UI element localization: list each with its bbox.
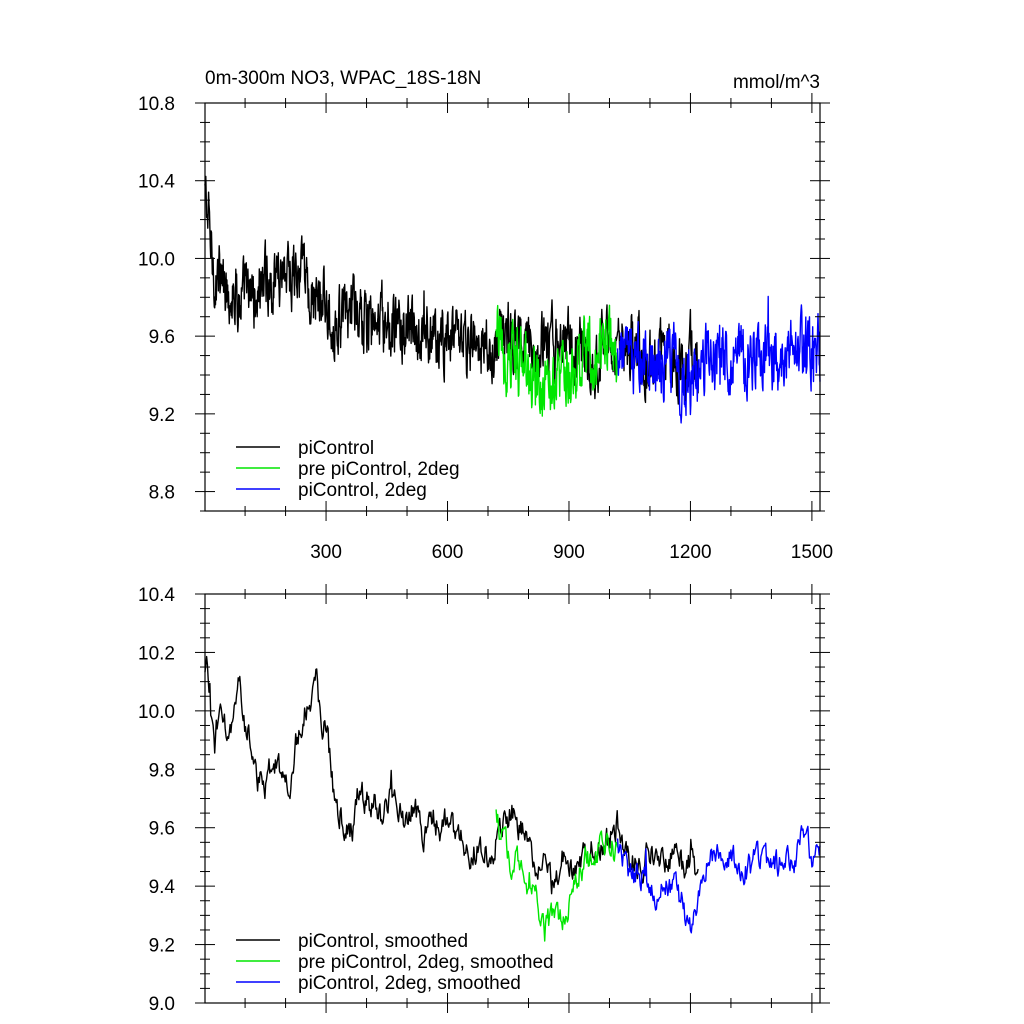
- x-tick-label: 1200: [669, 542, 711, 563]
- y-tick-label: 10.0: [138, 249, 175, 270]
- y-tick-label: 9.8: [149, 760, 175, 781]
- y-tick-label: 10.2: [138, 643, 175, 664]
- y-tick-label: 9.4: [149, 877, 176, 898]
- x-tick-label: 300: [310, 542, 342, 563]
- legend-label: pre piControl, 2deg, smoothed: [298, 952, 554, 973]
- plot-frame: [204, 102, 821, 512]
- series-line-1: [204, 175, 700, 405]
- chart-panel-2: 9.0 9.2 9.4 9.6 9.8 10.0 10.2 10.4 piControl, sm…: [138, 584, 830, 1015]
- y-tick-label: 9.6: [149, 327, 175, 348]
- x-tick-label: 900: [553, 542, 585, 563]
- y-tick-label: 9.2: [149, 936, 175, 957]
- legend-label: piControl: [298, 438, 374, 459]
- series-line-3: [616, 825, 821, 934]
- y-tick-label: 10.0: [138, 702, 175, 723]
- chart-title: 0m-300m NO3, WPAC_18S-18N: [205, 68, 481, 89]
- y-tick-label: 9.6: [149, 819, 175, 840]
- legend-label: piControl, 2deg, smoothed: [298, 973, 521, 994]
- y-tick-label: 10.4: [138, 585, 175, 606]
- series-line-2: [495, 304, 619, 417]
- y-tick-label: 8.8: [149, 483, 175, 504]
- legend-label: piControl, 2deg: [298, 480, 427, 501]
- legend-label: pre piControl, 2deg: [298, 459, 460, 480]
- x-tick-label: 1500: [791, 542, 833, 563]
- y-tick-label: 9.2: [149, 405, 175, 426]
- y-tick-label: 10.4: [138, 172, 175, 193]
- series-line-3: [616, 295, 821, 424]
- units-label: mmol/m^3: [733, 72, 820, 93]
- y-tick-label: 9.0: [149, 994, 175, 1015]
- series-line-2: [495, 809, 619, 942]
- legend-label: piControl, smoothed: [298, 931, 468, 952]
- x-tick-label: 600: [432, 542, 464, 563]
- chart-panel-1: 8.8 9.2 9.6 10.0 10.4 10.8 300 600 900 1200 1500 0m…: [138, 68, 833, 563]
- series-line-1: [204, 655, 699, 895]
- y-tick-label: 10.8: [138, 94, 175, 115]
